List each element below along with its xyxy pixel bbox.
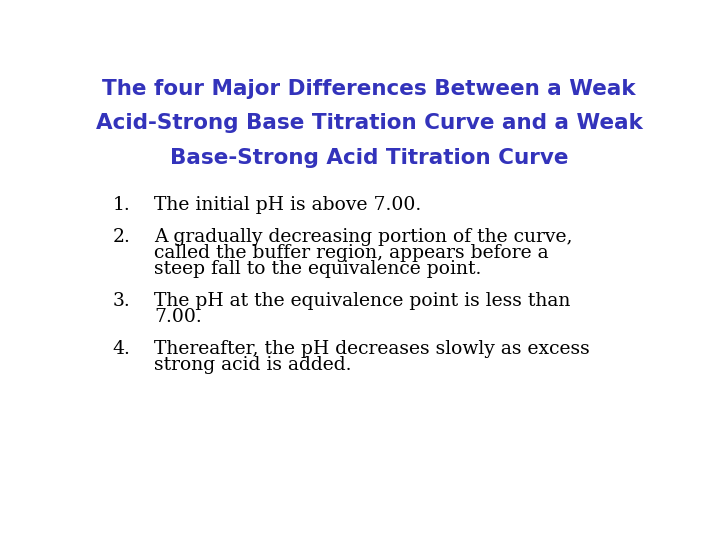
Text: 3.: 3. — [112, 292, 130, 310]
Text: The four Major Differences Between a Weak: The four Major Differences Between a Wea… — [102, 79, 636, 99]
Text: called the buffer region, appears before a: called the buffer region, appears before… — [154, 244, 549, 262]
Text: strong acid is added.: strong acid is added. — [154, 356, 351, 374]
Text: 7.00.: 7.00. — [154, 308, 202, 326]
Text: The initial pH is above 7.00.: The initial pH is above 7.00. — [154, 196, 421, 214]
Text: A gradually decreasing portion of the curve,: A gradually decreasing portion of the cu… — [154, 228, 572, 246]
Text: Base-Strong Acid Titration Curve: Base-Strong Acid Titration Curve — [170, 147, 568, 167]
Text: The pH at the equivalence point is less than: The pH at the equivalence point is less … — [154, 292, 570, 310]
Text: 1.: 1. — [112, 196, 130, 214]
Text: Acid-Strong Base Titration Curve and a Weak: Acid-Strong Base Titration Curve and a W… — [96, 113, 642, 133]
Text: Thereafter, the pH decreases slowly as excess: Thereafter, the pH decreases slowly as e… — [154, 341, 590, 359]
Text: 2.: 2. — [112, 228, 130, 246]
Text: 4.: 4. — [112, 341, 130, 359]
Text: steep fall to the equivalence point.: steep fall to the equivalence point. — [154, 260, 482, 278]
